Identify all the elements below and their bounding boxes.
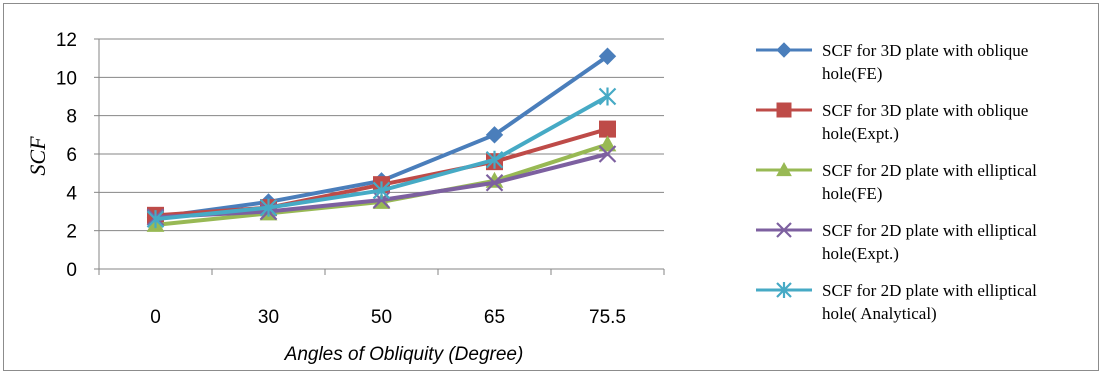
y-tick-label: 6 bbox=[66, 145, 77, 166]
y-tick-label: 8 bbox=[66, 107, 77, 128]
x-tick-label: 75.5 bbox=[589, 307, 626, 328]
legend-label: hole( Analytical) bbox=[822, 304, 937, 323]
y-axis-title: SCF bbox=[25, 136, 50, 176]
series-lines bbox=[146, 47, 617, 232]
legend: SCF for 3D plate with obliquehole(FE)SCF… bbox=[756, 41, 1037, 323]
legend-label: hole(Expt.) bbox=[822, 124, 899, 143]
data-point-square-marker bbox=[776, 102, 792, 118]
data-point-triangle-marker bbox=[598, 135, 617, 152]
legend-label: SCF for 2D plate with elliptical bbox=[822, 221, 1037, 240]
scf-line-chart: 0 2 4 6 8 10 12 0 30 50 65 75.5 SCF Angles of Obliq… bbox=[25, 30, 1037, 365]
chart-frame: 0 2 4 6 8 10 12 0 30 50 65 75.5 SCF Angles of Obliq… bbox=[3, 3, 1099, 371]
data-point-star-marker bbox=[146, 210, 165, 229]
data-point-star-marker bbox=[259, 198, 278, 217]
data-point-x-marker bbox=[776, 222, 792, 238]
gridlines bbox=[99, 38, 664, 232]
y-tick-label: 0 bbox=[66, 260, 77, 281]
data-point-diamond-marker bbox=[776, 42, 792, 58]
legend-entry-2: SCF for 3D plate with oblique hole(Expt.) bbox=[756, 101, 1028, 143]
data-point-star-marker bbox=[776, 282, 792, 298]
legend-label: SCF for 2D plate with elliptical bbox=[822, 281, 1037, 300]
x-axis-title: Angles of Obliquity (Degree) bbox=[284, 344, 524, 365]
x-tick-label: 0 bbox=[150, 307, 161, 328]
legend-label: hole(Expt.) bbox=[822, 244, 899, 263]
axis-labels: SCF Angles of Obliquity (Degree) bbox=[25, 136, 523, 365]
legend-label: SCF for 3D plate with oblique bbox=[822, 101, 1028, 120]
series-5 bbox=[146, 87, 617, 229]
legend-label: SCF for 3D plate with oblique bbox=[822, 41, 1028, 60]
legend-entry-5: SCF for 2D plate with elliptical hole( An… bbox=[756, 281, 1037, 323]
x-tick-label: 30 bbox=[258, 307, 279, 328]
data-point-star-marker bbox=[598, 87, 617, 106]
y-tick-label: 2 bbox=[66, 222, 77, 243]
data-point-star-marker bbox=[372, 181, 391, 200]
x-tick-label: 65 bbox=[484, 307, 505, 328]
legend-entry-3: SCF for 2D plate with elliptical hole(FE) bbox=[756, 161, 1037, 203]
legend-label: hole(FE) bbox=[822, 184, 882, 203]
legend-label: SCF for 2D plate with elliptical bbox=[822, 161, 1037, 180]
data-point-x-marker bbox=[598, 145, 617, 163]
axes: 0 2 4 6 8 10 12 0 30 50 65 75.5 bbox=[56, 30, 665, 328]
x-tick-label: 50 bbox=[371, 307, 392, 328]
y-tick-label: 10 bbox=[56, 68, 77, 89]
data-point-triangle-marker bbox=[776, 161, 792, 177]
y-tick-label: 4 bbox=[66, 183, 77, 204]
legend-entry-4: SCF for 2D plate with elliptical hole(Exp… bbox=[756, 221, 1037, 263]
data-point-square-marker bbox=[599, 120, 616, 138]
data-point-diamond-marker bbox=[485, 126, 504, 144]
y-tick-label: 12 bbox=[56, 30, 77, 51]
legend-label: hole(FE) bbox=[822, 64, 882, 83]
data-point-x-marker bbox=[485, 173, 504, 192]
legend-entry-1: SCF for 3D plate with oblique hole(FE) bbox=[756, 41, 1028, 83]
data-point-star-marker bbox=[485, 150, 504, 169]
data-point-diamond-marker bbox=[598, 47, 617, 65]
